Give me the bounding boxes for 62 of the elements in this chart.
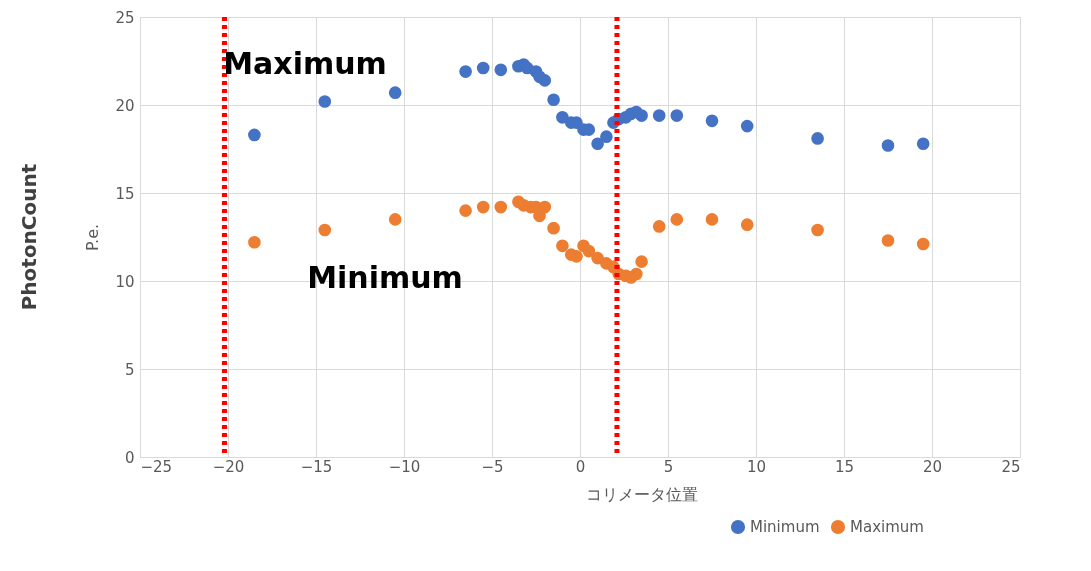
point bbox=[740, 218, 754, 231]
x-tick-label: 10 bbox=[746, 457, 767, 476]
point bbox=[670, 213, 684, 226]
point bbox=[547, 221, 560, 235]
point bbox=[388, 213, 402, 226]
point bbox=[881, 234, 895, 247]
point bbox=[538, 200, 552, 214]
point bbox=[670, 109, 684, 122]
x-tick-label: 5 bbox=[663, 457, 674, 476]
y-tick-label: 5 bbox=[124, 360, 135, 379]
point bbox=[600, 130, 613, 143]
x-tick-label: −10 bbox=[388, 457, 421, 476]
point bbox=[740, 119, 754, 133]
point bbox=[459, 204, 472, 217]
x-tick-label: 0 bbox=[575, 457, 586, 476]
point bbox=[476, 200, 490, 214]
y-tick-label: 20 bbox=[115, 96, 135, 115]
point bbox=[248, 128, 261, 142]
point bbox=[582, 244, 596, 258]
point bbox=[533, 209, 546, 223]
point bbox=[635, 109, 648, 122]
point bbox=[916, 237, 930, 251]
point bbox=[494, 200, 508, 214]
x-tick-label: 25 bbox=[1001, 457, 1021, 476]
point bbox=[459, 65, 472, 78]
point bbox=[494, 63, 508, 77]
point bbox=[652, 109, 666, 122]
point bbox=[318, 95, 332, 108]
x-tick-label: −15 bbox=[300, 457, 333, 476]
point bbox=[556, 239, 569, 253]
x-tick-label: 15 bbox=[834, 457, 855, 476]
point bbox=[388, 86, 402, 99]
x-tick-label: 20 bbox=[922, 457, 943, 476]
point bbox=[547, 93, 560, 107]
point bbox=[652, 220, 666, 233]
point bbox=[635, 255, 648, 268]
point bbox=[705, 213, 719, 226]
text: PhotonCount bbox=[17, 163, 41, 311]
legend-label: Maximum bbox=[850, 518, 924, 536]
y-tick-label: 10 bbox=[115, 272, 135, 291]
legend-label: Minimum bbox=[750, 518, 820, 536]
point bbox=[881, 139, 895, 152]
x-axis-title: コリメータ位置 bbox=[586, 484, 699, 504]
point bbox=[538, 74, 552, 87]
y-axis-title: P.e. bbox=[83, 223, 103, 252]
point bbox=[591, 251, 604, 265]
point bbox=[916, 137, 930, 151]
x-tick-label: −25 bbox=[140, 457, 173, 476]
annotation: Maximum bbox=[223, 46, 387, 81]
point bbox=[811, 223, 824, 237]
annotation: Minimum bbox=[307, 260, 463, 295]
point bbox=[476, 61, 490, 75]
point bbox=[811, 132, 824, 145]
y-tick-label: 25 bbox=[115, 8, 135, 27]
y-tick-label: 15 bbox=[115, 184, 135, 203]
x-tick-label: −5 bbox=[481, 457, 504, 476]
point bbox=[248, 235, 261, 249]
point bbox=[318, 223, 332, 237]
x-tick-label: −20 bbox=[212, 457, 245, 476]
point bbox=[591, 137, 604, 151]
point bbox=[630, 267, 643, 281]
point bbox=[705, 114, 719, 128]
